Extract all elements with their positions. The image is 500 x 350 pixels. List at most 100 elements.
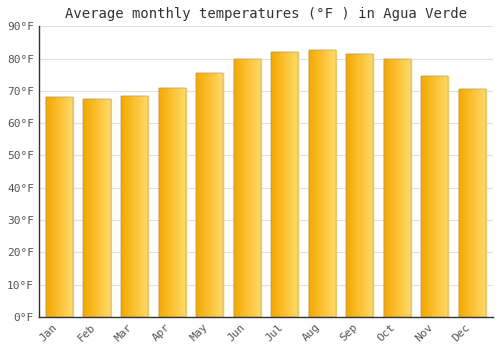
Bar [160,88,161,317]
Bar [386,58,387,317]
Bar [311,50,312,317]
Bar [444,76,445,317]
Bar [84,99,85,317]
Bar [252,58,253,317]
Bar [145,96,146,317]
Bar [357,54,358,317]
Bar [460,89,461,317]
Bar [198,73,199,317]
Bar [293,52,294,317]
Bar [424,76,425,317]
Bar [134,96,135,317]
Bar [348,54,349,317]
Bar [271,52,272,317]
Bar [372,54,373,317]
Bar [317,50,318,317]
Bar [96,99,97,317]
Bar [326,50,327,317]
Bar [446,76,447,317]
Bar [401,58,402,317]
Bar [369,54,370,317]
Bar [123,96,124,317]
Bar [397,58,398,317]
Bar [356,54,357,317]
Bar [180,88,181,317]
Bar [60,97,61,317]
Bar [473,89,474,317]
Bar [422,76,448,317]
Bar [354,54,355,317]
Bar [392,58,393,317]
Bar [56,97,57,317]
Bar [129,96,130,317]
Bar [68,97,69,317]
Bar [164,88,165,317]
Bar [429,76,430,317]
Bar [108,99,109,317]
Bar [220,73,221,317]
Bar [46,97,47,317]
Bar [315,50,316,317]
Bar [469,89,470,317]
Bar [106,99,107,317]
Bar [166,88,167,317]
Bar [175,88,176,317]
Bar [408,58,410,317]
Bar [439,76,440,317]
Bar [334,50,336,317]
Bar [371,54,372,317]
Bar [286,52,287,317]
Bar [474,89,475,317]
Bar [247,58,248,317]
Bar [398,58,399,317]
Bar [367,54,368,317]
Bar [459,89,460,317]
Bar [185,88,186,317]
Bar [53,97,54,317]
Bar [176,88,177,317]
Bar [324,50,325,317]
Bar [48,97,49,317]
Bar [402,58,403,317]
Bar [434,76,435,317]
Bar [482,89,484,317]
Bar [422,76,423,317]
Bar [316,50,317,317]
Bar [58,97,59,317]
Bar [100,99,101,317]
Bar [97,99,98,317]
Bar [121,96,148,317]
Bar [312,50,313,317]
Bar [170,88,171,317]
Bar [160,88,162,317]
Bar [168,88,169,317]
Bar [131,96,132,317]
Bar [196,73,223,317]
Bar [62,97,64,317]
Bar [350,54,351,317]
Bar [282,52,283,317]
Bar [290,52,291,317]
Bar [128,96,129,317]
Bar [373,54,374,317]
Bar [84,99,110,317]
Bar [406,58,407,317]
Bar [213,73,214,317]
Bar [296,52,297,317]
Bar [243,58,244,317]
Bar [59,97,60,317]
Bar [174,88,175,317]
Bar [222,73,223,317]
Bar [346,54,374,317]
Bar [462,89,464,317]
Bar [467,89,468,317]
Bar [241,58,242,317]
Bar [246,58,247,317]
Bar [463,89,464,317]
Bar [283,52,284,317]
Bar [442,76,443,317]
Title: Average monthly temperatures (°F ) in Agua Verde: Average monthly temperatures (°F ) in Ag… [65,7,467,21]
Bar [475,89,476,317]
Bar [182,88,183,317]
Bar [480,89,481,317]
